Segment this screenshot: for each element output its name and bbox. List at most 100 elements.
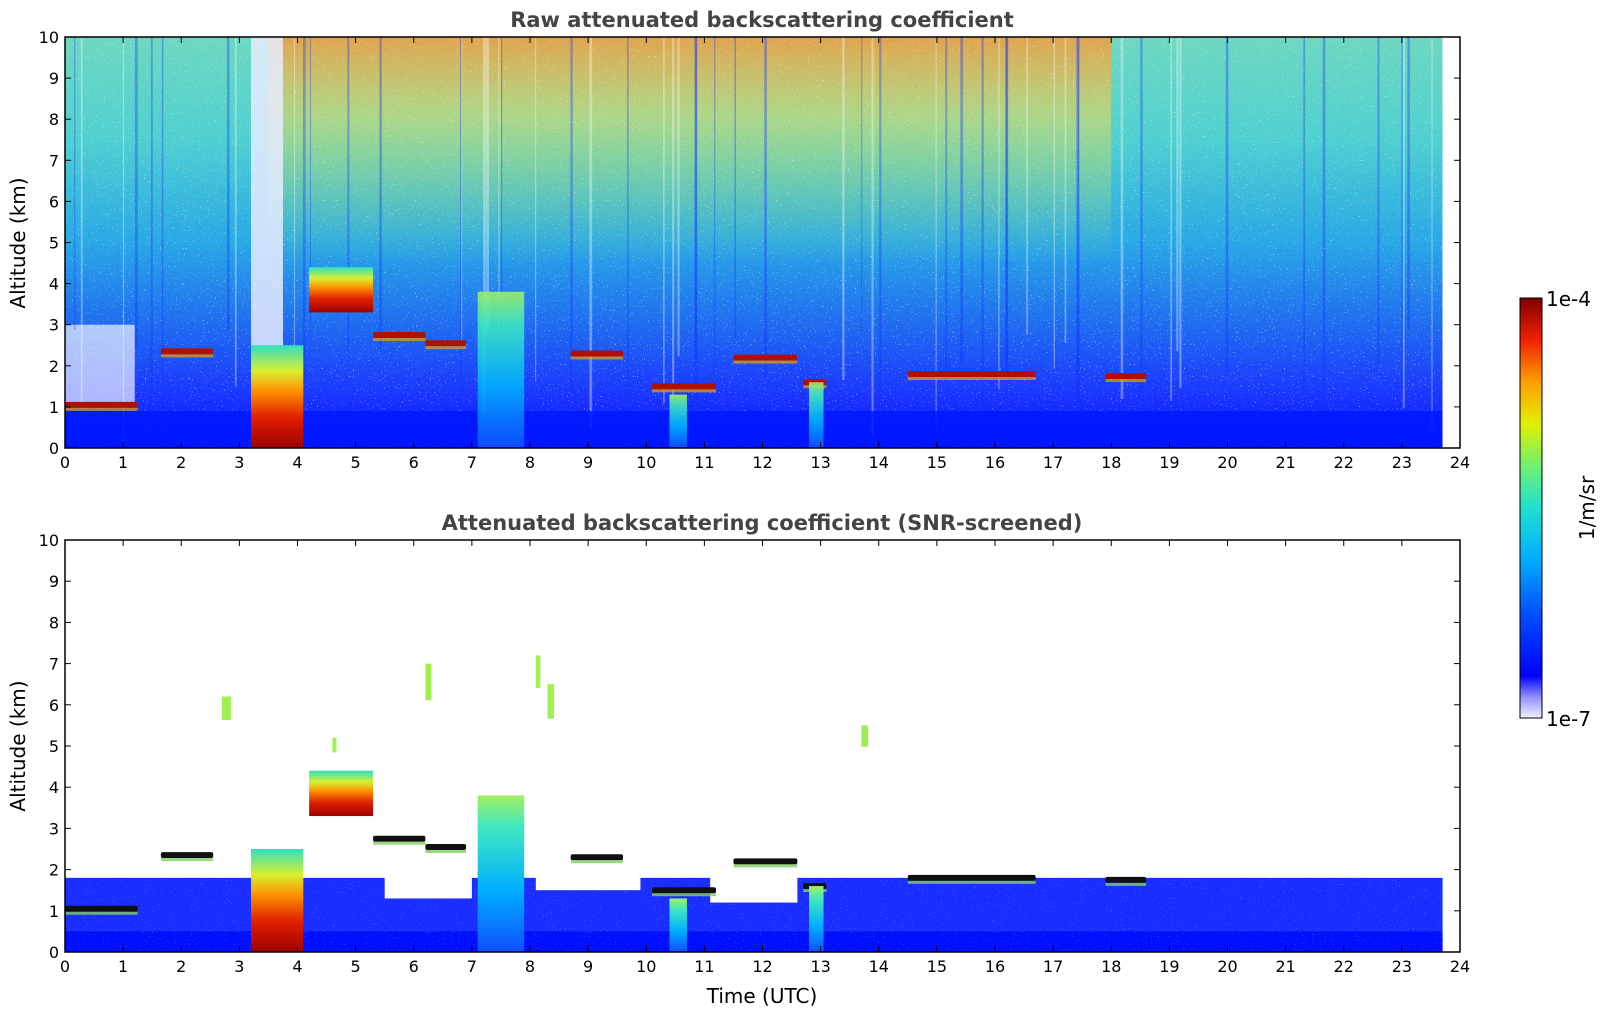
raw-x-tick-label: 2 [176, 453, 186, 472]
raw-x-tick-label: 16 [985, 453, 1005, 472]
raw-x-tick-label: 23 [1392, 453, 1412, 472]
raw-x-tick-label: 22 [1334, 453, 1354, 472]
raw-x-tick-label: 15 [927, 453, 947, 472]
screened-cloud-layer [907, 874, 1036, 881]
screened-x-tick-label: 7 [467, 957, 477, 976]
raw-low-signal-block [65, 324, 135, 403]
raw-streak [1170, 37, 1173, 402]
screened-y-tick-label: 9 [49, 572, 59, 591]
screened-cloud-layer-edge [907, 880, 1036, 884]
raw-cloud-layer-edge [425, 346, 467, 350]
screened-cloud-layer-edge [425, 849, 467, 853]
raw-x-tick-label: 17 [1043, 453, 1063, 472]
screened-y-axis-label: Altitude (km) [6, 680, 30, 811]
raw-x-tick-label: 4 [292, 453, 302, 472]
screened-x-axis: 0 1 2 3 4 5 6 7 8 9 10 11 12 13 14 15 16 17 18 19 20 21 22 23 24 [60, 540, 1470, 976]
raw-y-tick-label: 9 [49, 69, 59, 88]
raw-streak [483, 37, 486, 420]
screened-cloud-layer-edge [1105, 882, 1147, 886]
raw-x-tick-label: 14 [869, 453, 889, 472]
colorbar-max-label: 1e-4 [1546, 287, 1591, 311]
raw-streak [764, 37, 767, 376]
raw-streak [1176, 37, 1179, 352]
screened-precipitation [809, 886, 824, 952]
raw-precipitation [809, 382, 824, 448]
raw-cloud-layer [733, 354, 798, 361]
raw-streak [672, 37, 675, 399]
raw-streak [134, 37, 138, 349]
screened-high-return [547, 684, 555, 719]
screened-cloud-layer-edge [570, 860, 623, 864]
screened-x-tick-label: 18 [1101, 957, 1121, 976]
screened-x-tick-label: 14 [869, 957, 889, 976]
raw-cloud-layer [1105, 373, 1147, 380]
raw-x-tick-label: 1 [118, 453, 128, 472]
raw-y-tick-label: 5 [49, 234, 59, 253]
raw-streak [663, 37, 665, 404]
raw-streak [226, 37, 230, 330]
raw-streak [1225, 37, 1229, 377]
screened-heatmap [65, 655, 1443, 952]
raw-streak [695, 37, 697, 358]
raw-streak [1005, 37, 1009, 374]
colorbar-unit-label: 1/m/sr [1575, 475, 1599, 540]
raw-x-tick-label: 24 [1450, 453, 1470, 472]
screened-x-tick-label: 22 [1334, 957, 1354, 976]
raw-y-tick-label: 2 [49, 357, 59, 376]
screened-x-tick-label: 5 [351, 957, 361, 976]
screened-cloud-layer-edge [652, 893, 716, 897]
screened-cloud-layer-edge [65, 911, 138, 915]
raw-streak [694, 37, 698, 405]
screened-gap [535, 844, 641, 891]
screened-x-tick-label: 2 [176, 957, 186, 976]
raw-x-tick-label: 19 [1159, 453, 1179, 472]
screened-y-tick-label: 4 [49, 778, 59, 797]
screened-x-tick-label: 9 [583, 957, 593, 976]
screened-y-tick-label: 8 [49, 613, 59, 632]
raw-streak [1431, 37, 1433, 431]
screened-x-tick-label: 4 [292, 957, 302, 976]
raw-streak [734, 37, 736, 339]
raw-streak [234, 37, 237, 387]
raw-cloud-layer [907, 371, 1036, 378]
screened-y-tick-label: 0 [49, 943, 59, 962]
screened-y-tick-label: 5 [49, 737, 59, 756]
screened-x-tick-label: 6 [409, 957, 419, 976]
raw-y-tick-label: 10 [39, 28, 59, 47]
raw-x-tick-label: 10 [636, 453, 656, 472]
raw-x-tick-label: 21 [1275, 453, 1295, 472]
raw-streak [1179, 37, 1182, 389]
screened-x-tick-label: 16 [985, 957, 1005, 976]
screened-x-tick-label: 3 [234, 957, 244, 976]
screened-y-tick-label: 3 [49, 819, 59, 838]
raw-streak [379, 37, 382, 349]
raw-streak [1402, 37, 1405, 409]
raw-x-axis: 0 1 2 3 4 5 6 7 8 9 10 11 12 13 14 15 16 17 18 19 20 21 22 23 24 [60, 37, 1470, 472]
raw-streak [302, 37, 306, 390]
raw-cloud-layer [425, 340, 467, 347]
screened-cloud-layer [65, 905, 138, 912]
raw-streak [486, 37, 490, 333]
raw-cloud-layer-edge [652, 389, 716, 393]
screened-cloud-layer-edge [160, 858, 214, 862]
screened-cloud-layer-edge [733, 864, 798, 868]
screened-y-tick-label: 2 [49, 861, 59, 880]
screened-high-return [535, 655, 541, 688]
screened-panel: Attenuated backscattering coefficient (S… [6, 511, 1470, 1008]
screened-cloud-layer [1105, 876, 1147, 883]
screened-y-tick-label: 1 [49, 902, 59, 921]
raw-streak [1026, 37, 1028, 335]
raw-x-tick-label: 11 [694, 453, 714, 472]
raw-streak [80, 37, 83, 403]
raw-streak [1407, 37, 1410, 329]
screened-precipitation [477, 795, 525, 952]
raw-streak [998, 37, 1000, 390]
raw-streak [879, 37, 882, 440]
colorbar-min-label: 1e-7 [1546, 707, 1591, 731]
raw-streak [589, 37, 593, 427]
screened-high-return [332, 737, 337, 753]
raw-y-axis: 0 1 2 3 4 5 6 7 8 9 10 [39, 28, 1460, 458]
raw-cloud-layer-edge [65, 407, 138, 411]
raw-cloud-layer-edge [1105, 379, 1147, 383]
raw-x-tick-label: 0 [60, 453, 70, 472]
